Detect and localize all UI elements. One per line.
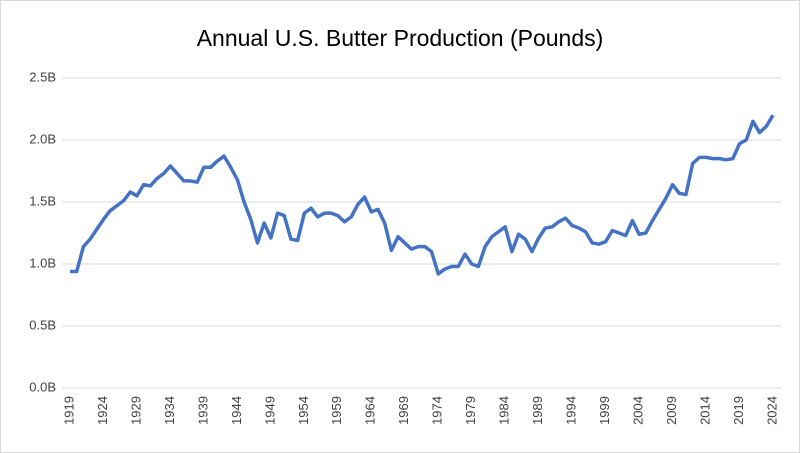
chart-title: Annual U.S. Butter Production (Pounds) [197,25,604,51]
x-tick-label: 1994 [564,396,579,425]
x-tick-label: 1979 [463,396,478,425]
x-tick-label: 1999 [597,396,612,425]
x-tick-label: 1989 [530,396,545,425]
y-tick-label: 0.5B [29,317,56,332]
y-tick-label: 2.5B [29,69,56,84]
x-tick-label: 1984 [497,396,512,425]
x-tick-label: 1969 [396,396,411,425]
x-tick-label: 2004 [631,396,646,425]
y-tick-label: 1.5B [29,193,56,208]
x-tick-label: 1949 [262,396,277,425]
x-tick-label: 2024 [764,396,779,425]
y-tick-label: 2.0B [29,131,56,146]
x-tick-label: 1939 [195,396,210,425]
y-tick-label: 1.0B [29,255,56,270]
x-tick-label: 2019 [731,396,746,425]
x-tick-label: 1944 [229,396,244,425]
x-tick-label: 1934 [162,396,177,425]
x-tick-label: 1929 [128,396,143,425]
x-tick-label: 1924 [95,396,110,425]
x-tick-label: 1959 [329,396,344,425]
x-tick-label: 1919 [61,396,76,425]
y-tick-label: 0.0B [29,379,56,394]
data-line [70,114,775,276]
x-tick-label: 2009 [664,396,679,425]
x-tick-label: 1954 [296,396,311,425]
x-tick-label: 1974 [430,396,445,425]
x-tick-label: 2014 [697,396,712,425]
x-tick-label: 1964 [363,396,378,425]
